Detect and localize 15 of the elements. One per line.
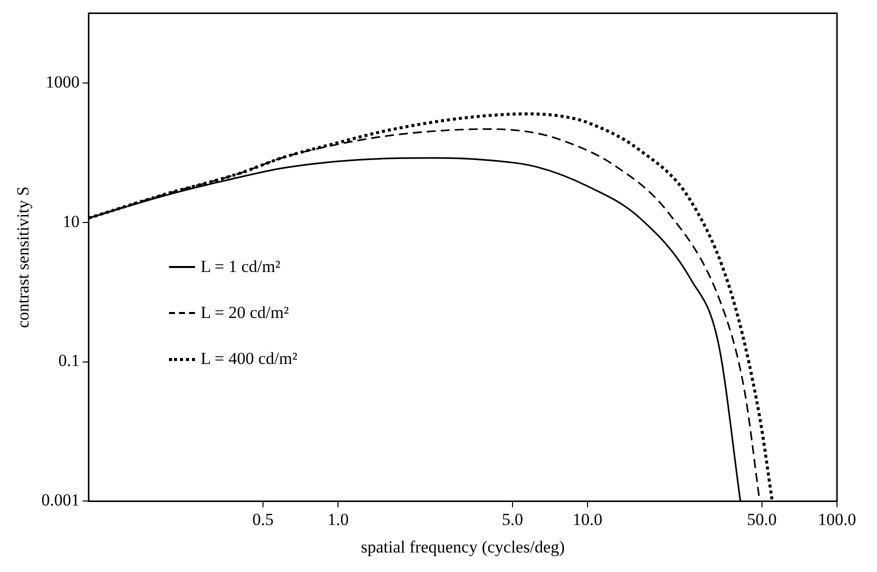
x-tick-label: 1.0 bbox=[327, 510, 349, 529]
y-axis-title: contrast sensitivity S bbox=[14, 186, 33, 328]
x-tick-label: 5.0 bbox=[502, 510, 524, 529]
y-tick-label: 0.001 bbox=[41, 490, 80, 510]
legend-label: L = 400 cd/m² bbox=[200, 349, 298, 370]
legend-label: L = 20 cd/m² bbox=[200, 303, 289, 324]
x-tick-label: 0.5 bbox=[252, 510, 274, 529]
legend-label: L = 1 cd/m² bbox=[200, 257, 280, 278]
x-tick-label: 10.0 bbox=[572, 510, 602, 529]
y-tick-label: 0.1 bbox=[58, 351, 80, 370]
y-tick-label: 1000 bbox=[46, 72, 80, 92]
x-axis-title: spatial frequency (cycles/deg) bbox=[360, 537, 565, 556]
x-tick-label: 50.0 bbox=[747, 510, 777, 529]
x-tick-label: 100.0 bbox=[818, 510, 856, 529]
y-tick-label: 10 bbox=[62, 212, 80, 231]
